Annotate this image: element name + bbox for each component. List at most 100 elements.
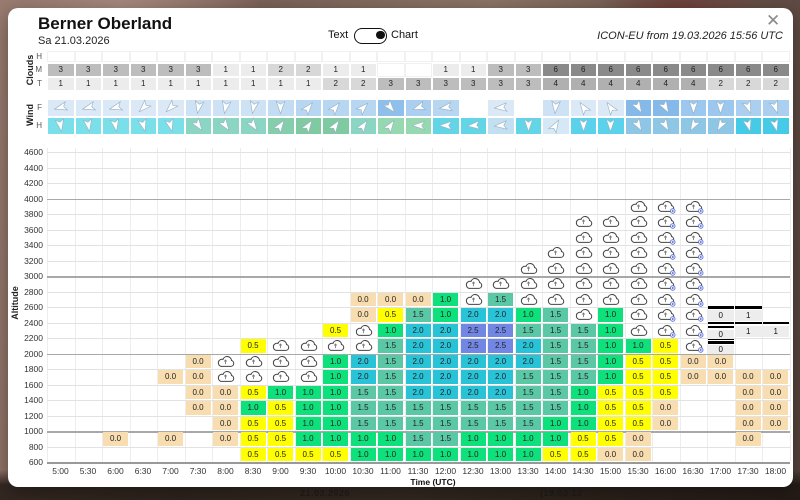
thermal-strength-cell: 1.5: [543, 401, 568, 415]
cloud-cover-cell: 1: [349, 63, 377, 77]
thermal-strength-cell: 0.0: [763, 385, 788, 399]
cloud-marker-cell: [268, 338, 294, 354]
cumulus-cloud-icon: [575, 216, 592, 228]
vertical-gridline: [569, 148, 571, 462]
horizontal-gridline: [47, 229, 790, 231]
thermal-strength-cell: 0.0: [598, 447, 623, 461]
cloud-cover-cell: 1: [322, 63, 350, 77]
wind-cell: [569, 99, 597, 117]
horizontal-gridline: [47, 260, 790, 262]
thermal-strength-cell: 1.0: [598, 308, 623, 322]
cumulus-cloud-drizzle-icon: [685, 340, 704, 353]
thermal-strength-cell: 0.5: [625, 385, 651, 399]
thermal-strength-cell: 2.0: [350, 370, 376, 384]
thermal-strength-cell: 0.5: [268, 447, 293, 461]
altitude-tick-label: 2600: [24, 302, 43, 312]
cloud-marker-cell: [543, 276, 569, 292]
cloud-cover-cell: [129, 51, 157, 62]
cloud-cover-cell: 6: [624, 63, 652, 77]
cumulus-cloud-icon: [603, 247, 620, 259]
thermal-strength-cell: 0.0: [378, 292, 403, 306]
cloud-cover-cell: 3: [514, 77, 542, 91]
wind-arrow-icon: [438, 120, 453, 131]
wind-arrow-icon: [411, 100, 427, 111]
cumulus-cloud-icon: [520, 278, 537, 290]
horizontal-gridline: [47, 415, 790, 417]
time-tick-label: 14:00: [544, 466, 567, 476]
thermal-strength-cell: 1.5: [405, 432, 431, 446]
cloud-marker-cell: [516, 276, 542, 292]
cloud-marker-cell: [598, 245, 624, 261]
time-tick-label: 13:00: [489, 466, 512, 476]
cumulus-cloud-drizzle-icon: [658, 278, 676, 291]
wind-cell: [514, 99, 542, 117]
cloud-cover-cell: [707, 51, 735, 62]
vertical-gridline: [322, 148, 323, 462]
close-icon[interactable]: ✕: [766, 11, 781, 30]
thermal-strength-cell: 0.5: [625, 401, 651, 415]
time-tick-label: 9:00: [272, 466, 289, 476]
cumulus-cloud-icon: [465, 278, 482, 290]
wind-cell: [762, 99, 790, 117]
cloud-cover-cell: [212, 51, 240, 62]
cloud-cover-cell: 6: [542, 63, 570, 77]
cloud-cover-cell: 3: [487, 77, 515, 91]
cloud-cover-cell: 3: [47, 63, 75, 77]
thermal-strength-cell: 2.0: [405, 354, 431, 368]
thermal-strength-cell: 1.0: [378, 432, 403, 446]
wind-arrow-icon: [382, 119, 395, 135]
cloud-marker-cell: [681, 230, 707, 246]
thermal-strength-cell: 1.5: [488, 416, 513, 430]
altitude-tick-label: 3800: [24, 209, 43, 219]
thermal-strength-cell: 0.0: [213, 416, 238, 430]
thermal-strength-cell: 2.0: [460, 354, 486, 368]
cloud-cover-cell: 1: [432, 63, 460, 77]
wind-cell: [239, 99, 267, 117]
thermal-strength-cell: 0.0: [185, 354, 211, 368]
cloud-marker-cell: [571, 307, 597, 323]
cloud-cover-cell: 2: [294, 63, 322, 77]
cloud-marker-cell: [626, 276, 652, 292]
thermal-strength-cell: 1.0: [323, 354, 348, 368]
thermal-strength-cell: 2.5: [460, 339, 486, 353]
wind-cell: [652, 99, 680, 117]
thermal-strength-cell: 1.5: [350, 416, 376, 430]
thermal-strength-cell: 1.0: [543, 416, 568, 430]
wind-arrow-icon: [493, 120, 509, 130]
cloud-cover-cell: 2: [322, 77, 350, 91]
wind-arrow-icon: [81, 101, 97, 111]
cloud-cover-cell: 3: [184, 63, 212, 77]
cloud-marker-cell: [543, 261, 569, 277]
layer-value: 1: [735, 325, 762, 337]
time-tick-label: 10:00: [324, 466, 347, 476]
thermal-strength-cell: 1.0: [433, 308, 458, 322]
thermal-strength-cell: 0.5: [295, 447, 321, 461]
time-tick-label: 5:30: [79, 466, 97, 476]
vertical-gridline: [349, 148, 351, 462]
vertical-gridline: [597, 148, 598, 462]
cloud-cover-cell: [624, 51, 652, 62]
thermal-strength-cell: 0.0: [708, 370, 733, 384]
wind-arrow-icon: [493, 102, 509, 112]
text-chart-toggle[interactable]: [354, 28, 387, 44]
thermal-strength-cell: 1.0: [323, 370, 348, 384]
inversion-layer-cell: 0: [707, 321, 734, 339]
horizontal-gridline: [47, 400, 790, 401]
cloud-cover-cell: 6: [597, 63, 625, 77]
wind-arrow-icon: [579, 101, 592, 117]
cloud-layer-bar-icon: [707, 325, 734, 328]
thermal-strength-cell: 0.0: [185, 401, 211, 415]
cumulus-cloud-icon: [630, 278, 647, 290]
cloud-marker-cell: [598, 230, 624, 246]
cloud-cover-cell: 6: [652, 63, 680, 77]
vertical-gridline: [74, 148, 76, 462]
cloud-marker-cell: [296, 354, 322, 370]
thermal-strength-cell: 0.5: [268, 432, 293, 446]
cloud-marker-cell: [626, 261, 652, 277]
wind-arrow-icon: [717, 117, 729, 132]
wind-cell: [624, 99, 652, 117]
wind-arrow-icon: [411, 120, 426, 131]
thermal-strength-cell: 1.0: [598, 370, 623, 384]
background-text-fragment: 21.03.2026: [300, 488, 351, 498]
cumulus-cloud-icon: [218, 371, 235, 383]
